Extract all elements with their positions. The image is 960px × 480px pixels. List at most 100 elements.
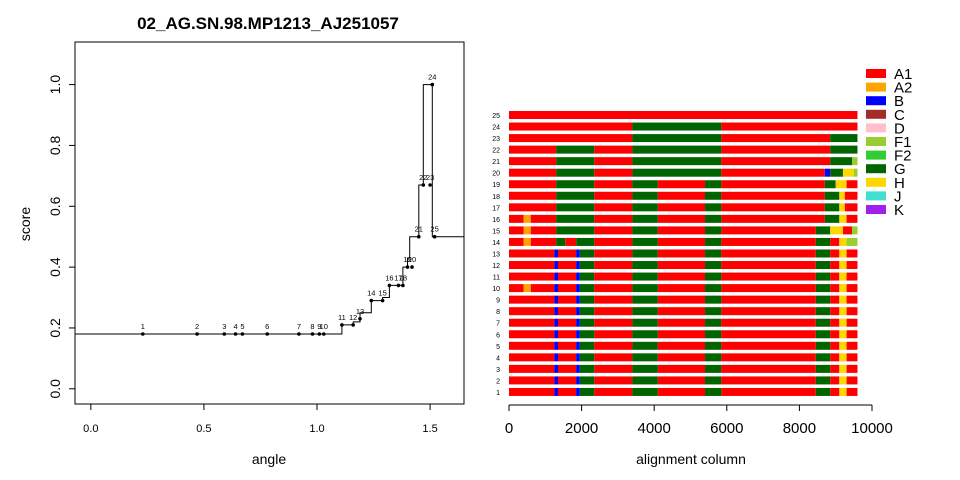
row-label: 2: [496, 378, 500, 385]
segment-a1: [530, 237, 557, 246]
legend-item: F2: [866, 148, 912, 165]
alignment-row: 2: [496, 376, 858, 385]
segment-b: [554, 307, 559, 316]
segment-b: [576, 387, 580, 396]
segment-a1: [721, 318, 816, 327]
segment-a1: [830, 249, 840, 258]
score-point: [380, 298, 385, 303]
segment-g: [579, 341, 595, 350]
segment-a1: [509, 203, 557, 212]
score-point: [387, 283, 392, 288]
segment-a1: [558, 376, 577, 385]
left-y-axis-label: score: [17, 207, 33, 241]
segment-b: [554, 353, 559, 362]
score-point-label: 12: [349, 313, 357, 322]
segment-a1: [594, 318, 633, 327]
segment-b: [576, 353, 580, 362]
alignment-row: 17: [492, 203, 858, 212]
segment-a2: [523, 226, 531, 235]
score-point-label: 1: [141, 322, 145, 331]
row-label: 14: [492, 240, 500, 247]
segment-h: [839, 387, 847, 396]
segment-g: [556, 180, 595, 189]
left-y-tick-label: 0.4: [47, 257, 63, 277]
segment-a1: [509, 295, 555, 304]
segment-a1: [830, 307, 840, 316]
segment-a1: [594, 272, 633, 281]
segment-g: [824, 214, 840, 223]
segment-a1: [721, 237, 816, 246]
segment-g: [632, 191, 658, 200]
segment-g: [556, 191, 595, 200]
segment-h: [839, 261, 847, 270]
left-x-tick-label: 0.5: [196, 423, 211, 435]
segment-a1: [657, 180, 706, 189]
score-point: [265, 332, 270, 336]
segment-g: [579, 376, 595, 385]
score-point-label: 14: [367, 289, 375, 298]
segment-a1: [594, 168, 633, 177]
segment-a1: [509, 307, 555, 316]
segment-a1: [509, 353, 555, 362]
segment-a1: [846, 318, 858, 327]
segment-g: [632, 353, 658, 362]
legend-label: G: [894, 161, 906, 178]
segment-g: [556, 226, 595, 235]
score-point-label: 18: [399, 273, 407, 282]
segment-g: [705, 261, 722, 270]
legend-item: C: [866, 107, 905, 124]
segment-g: [830, 145, 858, 154]
segment-h: [839, 376, 847, 385]
segment-a1: [846, 307, 858, 316]
segment-a1: [558, 295, 577, 304]
alignment-row: 12: [492, 261, 858, 270]
score-point: [417, 234, 421, 239]
segment-a1: [657, 364, 706, 373]
segment-a1: [830, 330, 840, 339]
segment-g: [830, 134, 858, 143]
legend-label: F2: [894, 148, 912, 165]
score-point: [322, 332, 326, 336]
alignment-row: 5: [496, 341, 858, 351]
alignment-rows: 2524232221201918171615141312111098765432…: [492, 111, 858, 397]
score-point-label: 16: [385, 273, 393, 282]
segment-a1: [721, 284, 816, 293]
row-label: 11: [493, 275, 500, 282]
score-point-label: 5: [240, 322, 244, 331]
segment-a1: [509, 272, 555, 281]
segment-g: [705, 237, 722, 246]
legend-item: A2: [866, 80, 912, 97]
segment-a1: [558, 341, 577, 350]
segment-g: [815, 330, 831, 339]
segment-h: [839, 318, 847, 327]
chart-title: 02_AG.SN.98.MP1213_AJ251057: [137, 14, 399, 33]
segment-a1: [509, 214, 524, 223]
segment-a1: [558, 387, 577, 396]
legend-item: A1: [866, 66, 912, 83]
segment-a1: [830, 295, 840, 304]
alignment-row: 23: [492, 134, 858, 143]
segment-h: [839, 191, 845, 200]
segment-a1: [558, 249, 577, 258]
segment-a1: [844, 203, 858, 212]
segment-a1: [509, 145, 557, 154]
legend-label: B: [894, 93, 904, 110]
segment-a1: [721, 203, 825, 212]
segment-b: [576, 295, 580, 304]
segment-a1: [721, 261, 816, 270]
segment-a1: [846, 272, 858, 281]
segment-a1: [721, 145, 831, 154]
segment-h: [839, 237, 847, 246]
segment-b: [554, 387, 559, 396]
segment-a1: [565, 237, 577, 246]
segment-a1: [509, 226, 524, 235]
segment-g: [632, 284, 658, 293]
segment-g: [705, 249, 722, 258]
segment-a1: [721, 341, 816, 350]
left-x-tick-label: 1.0: [309, 423, 324, 435]
segment-b: [554, 318, 559, 327]
segment-g: [815, 376, 831, 385]
segment-a1: [657, 237, 706, 246]
left-x-tick-label: 1.5: [422, 423, 437, 435]
